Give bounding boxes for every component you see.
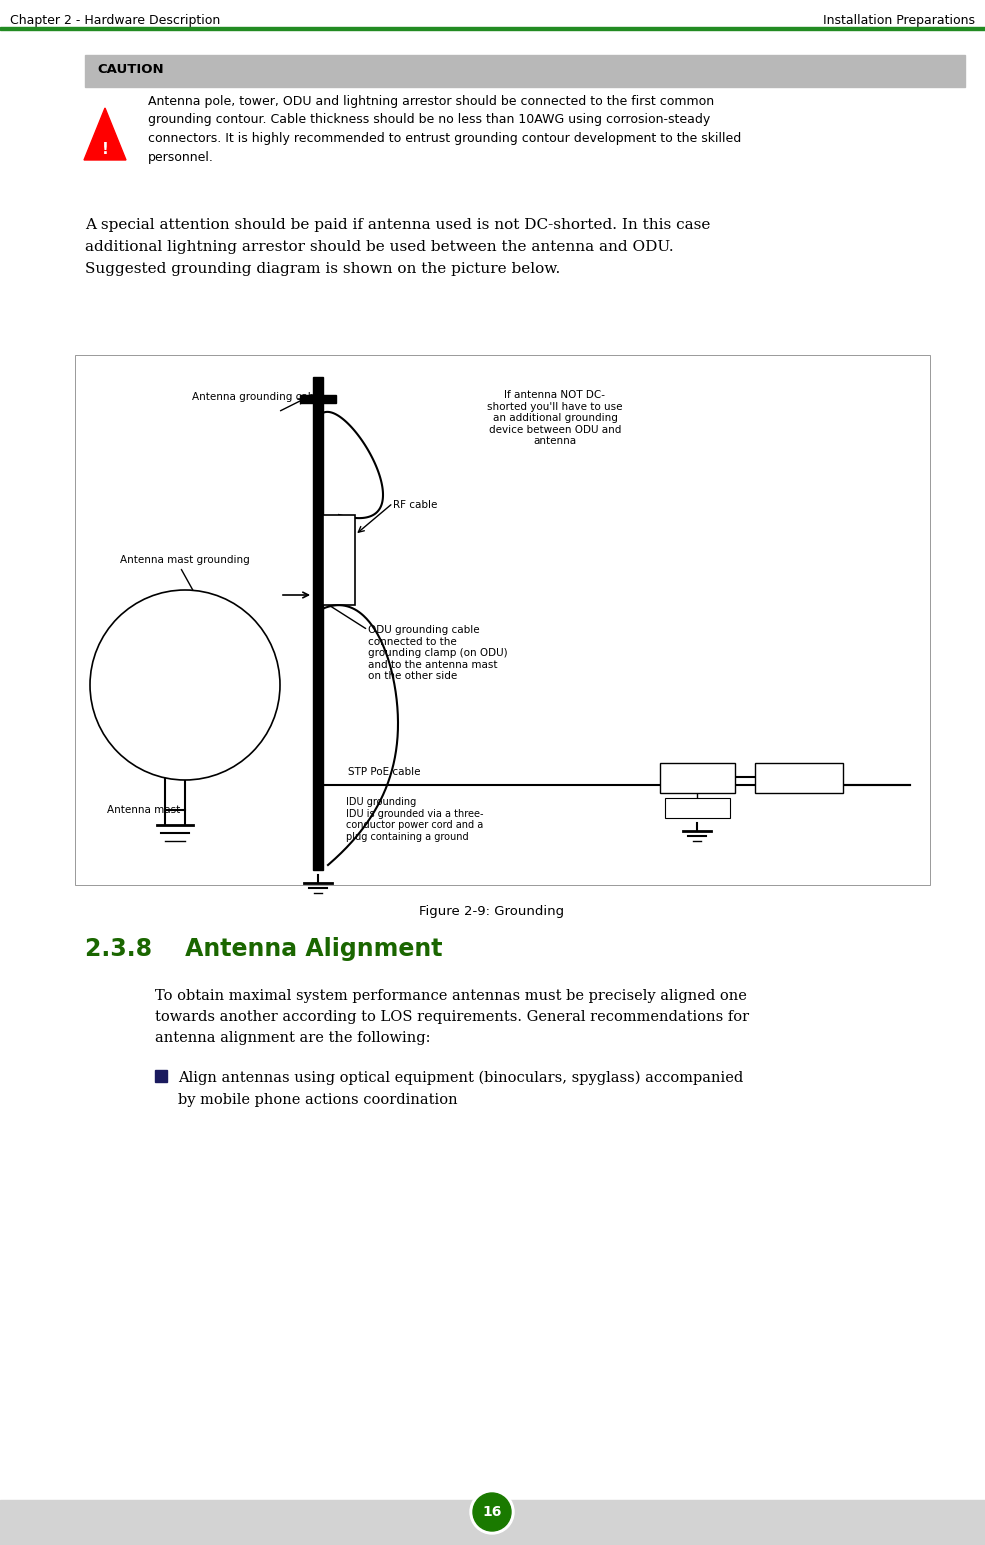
Text: ODU grounding cable
connected to the
grounding clamp (on ODU)
and to the antenna: ODU grounding cable connected to the gro… (368, 626, 507, 681)
Text: 2.3.8    Antenna Alignment: 2.3.8 Antenna Alignment (85, 936, 442, 961)
Text: To obtain maximal system performance antennas must be precisely aligned one
towa: To obtain maximal system performance ant… (155, 989, 750, 1046)
Text: Chapter 2 - Hardware Description: Chapter 2 - Hardware Description (10, 14, 221, 26)
Bar (0, 1500, 985, 1545)
Text: by mobile phone actions coordination: by mobile phone actions coordination (178, 1092, 458, 1108)
Bar (323, 514, 355, 606)
Text: Antenna pole, tower, ODU and lightning arrestor should be connected to the first: Antenna pole, tower, ODU and lightning a… (148, 94, 742, 164)
Text: Installation Preparations: Installation Preparations (823, 14, 975, 26)
Bar (0, 26, 985, 29)
Text: Antenna mast: Antenna mast (107, 805, 180, 816)
Text: 16: 16 (483, 1505, 501, 1519)
Text: IDU grounding
IDU is grounded via a three-
conductor power cord and a
plug conta: IDU grounding IDU is grounded via a thre… (346, 797, 484, 842)
Text: Align antennas using optical equipment (binoculars, spyglass) accompanied: Align antennas using optical equipment (… (178, 1071, 744, 1086)
Bar (155, 1071, 167, 1082)
Text: RF cable: RF cable (393, 501, 437, 510)
Text: Figure 2-9: Grounding: Figure 2-9: Grounding (420, 905, 564, 918)
Circle shape (473, 1492, 511, 1531)
Polygon shape (84, 108, 126, 161)
Text: A special attention should be paid if antenna used is not DC-shorted. In this ca: A special attention should be paid if an… (85, 218, 710, 232)
Text: O
D
U: O D U (335, 544, 343, 576)
Circle shape (470, 1489, 514, 1534)
Bar (300, 396, 336, 403)
Bar (755, 763, 843, 793)
Text: !: ! (101, 142, 108, 158)
Text: Antenna mast grounding: Antenna mast grounding (120, 555, 250, 565)
Circle shape (90, 590, 280, 780)
Bar (75, 355, 930, 885)
Text: STP PoE cable: STP PoE cable (348, 766, 421, 777)
Text: CAUTION: CAUTION (97, 63, 164, 76)
Text: Suggested grounding diagram is shown on the picture below.: Suggested grounding diagram is shown on … (85, 263, 560, 277)
Bar (665, 799, 730, 817)
Bar (313, 377, 323, 870)
Text: If antenna NOT DC-
shorted you'll have to use
an additional grounding
device bet: If antenna NOT DC- shorted you'll have t… (488, 389, 623, 447)
Text: Technical User Manual: Technical User Manual (817, 1505, 973, 1519)
Bar (660, 763, 735, 793)
Text: LAN switch: LAN switch (768, 772, 829, 783)
Text: 220 V source: 220 V source (668, 803, 727, 813)
Text: additional lightning arrestor should be used between the antenna and ODU.: additional lightning arrestor should be … (85, 239, 674, 253)
Text: Antenna grounding cable: Antenna grounding cable (192, 392, 324, 402)
Bar (85, 56, 965, 87)
Text: IDU: IDU (688, 772, 707, 783)
Text: Alvarion BreezeNET B300: Alvarion BreezeNET B300 (12, 1505, 190, 1519)
Text: Building grounding
protection cicuit: Building grounding protection cicuit (110, 660, 260, 691)
